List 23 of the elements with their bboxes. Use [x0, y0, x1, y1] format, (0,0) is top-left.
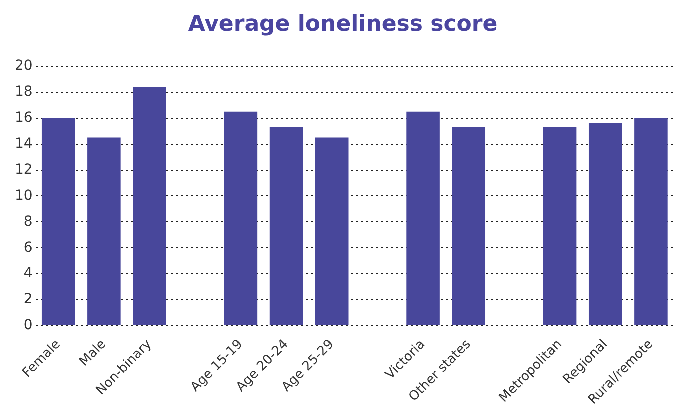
y-tick-label: 12	[14, 162, 33, 178]
y-tick-label: 18	[14, 84, 33, 100]
y-tick-label: 16	[14, 110, 33, 126]
y-tick-label: 6	[24, 240, 33, 256]
bar	[406, 112, 440, 326]
y-tick-label: 0	[24, 318, 33, 334]
bar	[133, 87, 166, 326]
y-tick-label: 2	[24, 292, 33, 308]
bar	[452, 127, 486, 326]
bar	[315, 138, 349, 326]
bar	[588, 124, 622, 326]
y-tick-label: 20	[14, 58, 33, 74]
y-tick-label: 10	[14, 188, 33, 204]
y-tick-label: 14	[14, 136, 33, 152]
bar	[88, 138, 121, 326]
bar	[42, 118, 76, 326]
bar	[270, 127, 304, 326]
bar	[224, 112, 258, 326]
bar	[634, 118, 668, 326]
y-tick-label: 8	[24, 214, 33, 230]
chart-title: Average loneliness score	[188, 12, 498, 37]
bar	[543, 127, 577, 326]
y-tick-label: 4	[24, 266, 33, 282]
